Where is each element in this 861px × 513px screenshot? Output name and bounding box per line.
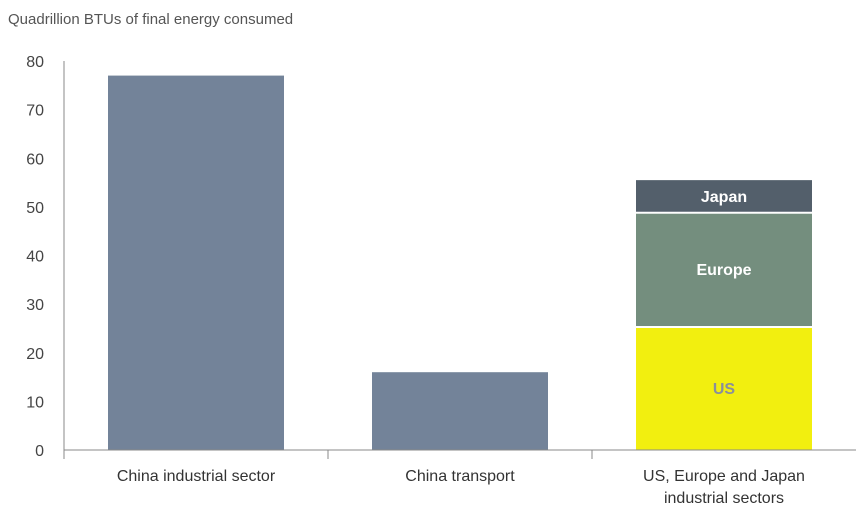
bar-segment-us xyxy=(636,328,812,450)
bar xyxy=(108,75,284,451)
segment-label: Japan xyxy=(701,189,747,206)
x-axis-labels: China industrial sector China transport US… xyxy=(117,468,805,507)
y-axis-ticks: 0 10 20 30 40 50 60 70 80 xyxy=(26,54,44,460)
y-tick-label: 70 xyxy=(26,103,44,120)
y-tick-label: 40 xyxy=(26,249,44,266)
y-tick-label: 10 xyxy=(26,394,44,411)
bar-segment-europe xyxy=(636,213,812,327)
x-category-label: industrial sectors xyxy=(664,490,784,507)
y-tick-label: 20 xyxy=(26,346,44,363)
bar xyxy=(372,372,548,450)
segment-label: US xyxy=(713,381,736,398)
axes xyxy=(63,61,856,459)
x-category-label: US, Europe and Japan xyxy=(643,468,805,485)
y-tick-label: 60 xyxy=(26,151,44,168)
y-tick-label: 0 xyxy=(35,443,44,460)
unit-label: Quadrillion BTUs of final energy consume… xyxy=(8,11,293,28)
x-category-label: China industrial sector xyxy=(117,468,276,485)
bar-segment-japan xyxy=(636,180,812,212)
y-tick-label: 80 xyxy=(26,54,44,71)
x-category-label: China transport xyxy=(405,468,515,485)
segment-label: Europe xyxy=(696,262,751,279)
bars: US Europe Japan xyxy=(108,75,812,451)
y-tick-label: 50 xyxy=(26,200,44,217)
y-tick-label: 30 xyxy=(26,297,44,314)
